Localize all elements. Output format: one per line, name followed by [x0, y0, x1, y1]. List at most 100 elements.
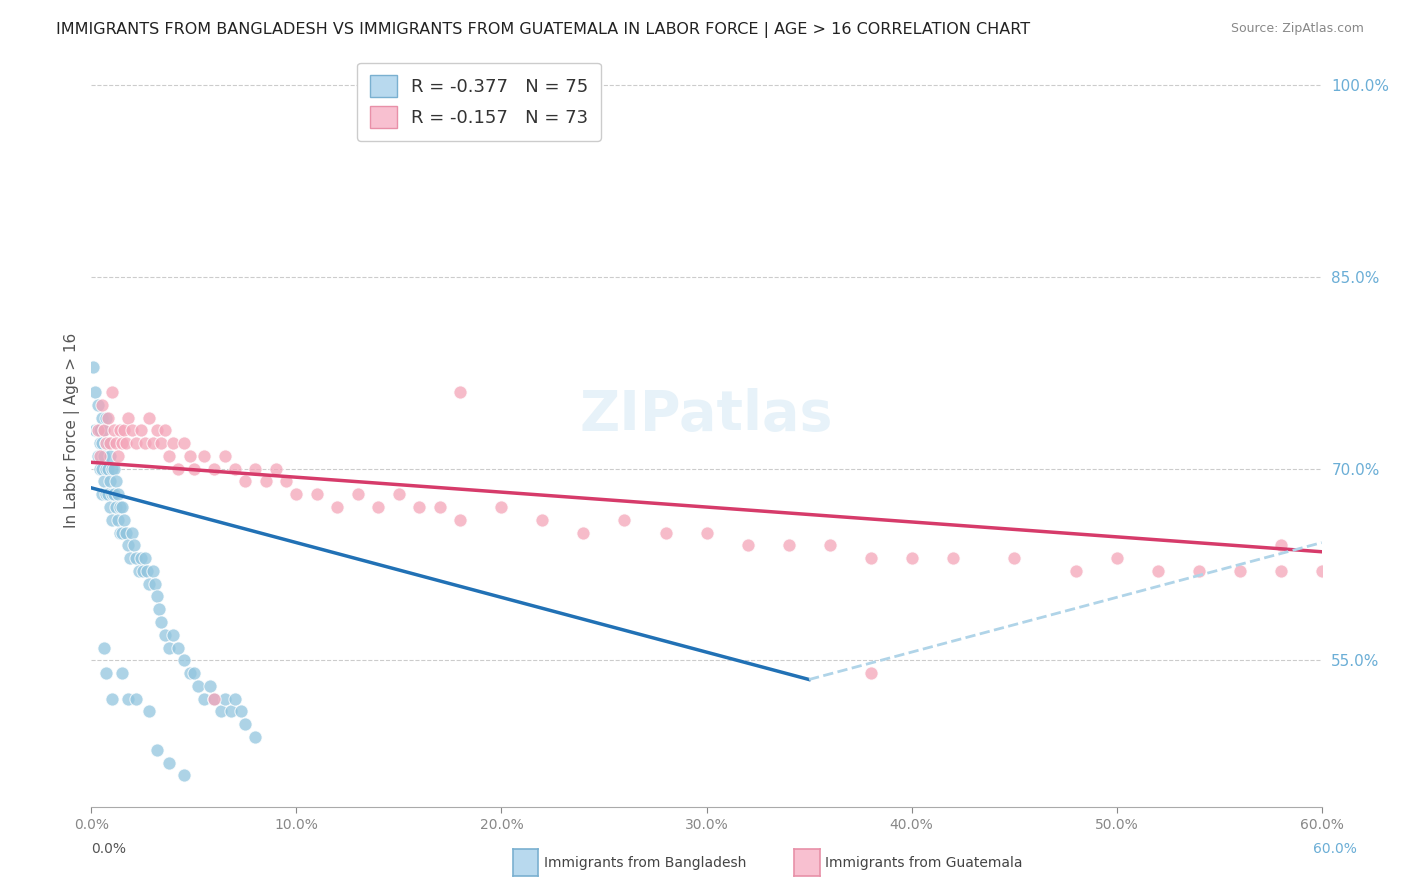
Point [347, 487, 370, 501]
Point [202, 691, 225, 706]
Point [859, 666, 882, 681]
Point [613, 513, 636, 527]
Point [153, 424, 177, 438]
Point [162, 628, 184, 642]
Point [108, 424, 131, 438]
Point [89, 461, 111, 475]
Point [103, 461, 125, 475]
Point [129, 424, 152, 438]
Point [166, 461, 188, 475]
Point [107, 449, 129, 463]
Text: ZIPatlas: ZIPatlas [579, 388, 834, 442]
Point [143, 576, 166, 591]
Point [90, 487, 112, 501]
Point [429, 500, 451, 514]
Point [94, 461, 117, 475]
Point [112, 424, 135, 438]
Point [89, 449, 111, 463]
Point [179, 666, 201, 681]
Point [1146, 564, 1168, 578]
Point [98, 449, 121, 463]
Point [157, 640, 180, 655]
Point [233, 475, 256, 489]
Point [134, 551, 156, 566]
Point [942, 551, 965, 566]
Point [107, 487, 129, 501]
Point [173, 653, 195, 667]
Text: 60.0%: 60.0% [1313, 842, 1357, 856]
Point [531, 513, 554, 527]
Point [93, 475, 115, 489]
Point [449, 513, 471, 527]
Text: Immigrants from Bangladesh: Immigrants from Bangladesh [544, 855, 747, 870]
Point [818, 538, 841, 552]
Point [1270, 564, 1292, 578]
Point [89, 436, 111, 450]
Point [654, 525, 676, 540]
Point [117, 691, 139, 706]
Point [157, 449, 180, 463]
Point [285, 487, 308, 501]
Point [142, 564, 165, 578]
Point [101, 487, 124, 501]
Point [737, 538, 759, 552]
Point [214, 449, 236, 463]
Point [146, 424, 169, 438]
Point [128, 564, 150, 578]
Point [117, 538, 139, 552]
Point [107, 513, 129, 527]
Point [105, 475, 127, 489]
Point [778, 538, 800, 552]
Point [117, 410, 139, 425]
Point [94, 487, 117, 501]
Point [142, 436, 165, 450]
Point [115, 525, 138, 540]
Point [90, 461, 112, 475]
Point [93, 449, 115, 463]
Point [98, 475, 121, 489]
Point [134, 436, 156, 450]
Text: Immigrants from Guatemala: Immigrants from Guatemala [825, 855, 1022, 870]
Point [138, 576, 160, 591]
Point [135, 564, 157, 578]
Point [264, 461, 287, 475]
Point [129, 551, 152, 566]
Point [94, 666, 117, 681]
Point [94, 436, 117, 450]
Point [276, 475, 298, 489]
Point [97, 461, 120, 475]
Point [157, 756, 180, 770]
Point [101, 691, 124, 706]
Point [1229, 564, 1251, 578]
Point [183, 666, 205, 681]
Point [121, 424, 143, 438]
Point [97, 410, 120, 425]
Point [209, 705, 232, 719]
Point [93, 424, 115, 438]
Point [86, 398, 108, 412]
Point [202, 461, 225, 475]
Point [111, 500, 134, 514]
Point [367, 500, 389, 514]
Point [121, 525, 143, 540]
Point [305, 487, 328, 501]
Point [326, 500, 349, 514]
Point [97, 436, 120, 450]
Point [94, 436, 117, 450]
Point [111, 436, 134, 450]
Point [101, 385, 124, 400]
Point [162, 436, 184, 450]
Point [93, 424, 115, 438]
Point [131, 564, 153, 578]
Point [214, 691, 236, 706]
Point [187, 679, 209, 693]
Point [1064, 564, 1087, 578]
Point [86, 449, 108, 463]
Point [138, 705, 160, 719]
Point [245, 461, 267, 475]
Point [1310, 564, 1333, 578]
Point [115, 436, 138, 450]
Point [125, 436, 148, 450]
Point [1105, 551, 1128, 566]
Point [105, 436, 127, 450]
